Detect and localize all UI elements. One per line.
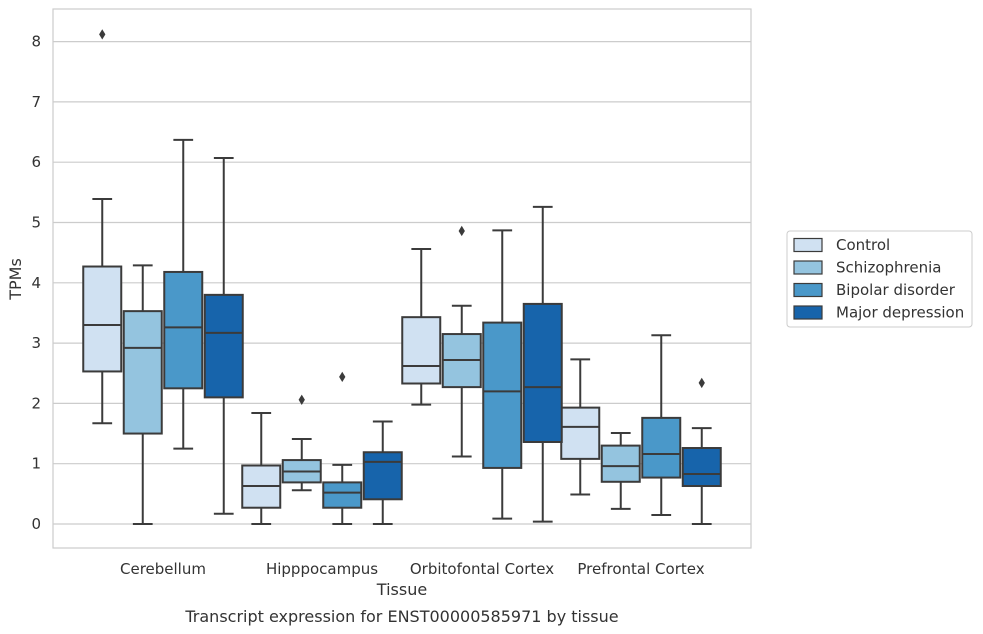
box-iqr [560,406,601,460]
y-axis-ticks: 0 1 2 3 4 5 6 7 8 [31,33,41,533]
y-tick-label: 7 [31,93,41,111]
box-iqr [163,270,204,390]
outlier-point [698,377,705,389]
box-control [401,248,442,406]
box-iqr [82,265,123,373]
y-tick-label: 8 [31,33,41,51]
box-bipolar-disorder [322,371,363,525]
legend-frame [786,230,973,328]
box-iqr [362,451,403,501]
legend-label: Bipolar disorder [836,281,956,299]
legend-label: Control [836,236,890,254]
legend-label: Major depression [836,304,964,322]
box-schizophrenia [122,264,163,525]
y-tick-label: 0 [31,515,41,533]
box-major-depression [203,156,244,515]
box-schizophrenia [600,431,641,510]
box-iqr [681,447,722,488]
box-bipolar-disorder [641,334,682,516]
box-iqr [522,302,563,443]
legend-item: Schizophrenia [793,259,941,277]
box-bipolar-disorder [482,229,523,520]
legend-swatch [793,237,823,253]
legend-item: Major depression [793,304,964,322]
box-iqr [482,321,523,469]
box-iqr [122,310,163,435]
x-tick-label: Prefrontal Cortex [577,560,704,578]
box-iqr [600,444,641,483]
legend-item: Bipolar disorder [793,281,956,299]
outlier-point [458,225,465,237]
x-axis-ticks: Cerebellum Hipppocampus Orbitofontal Corte… [120,560,705,578]
box-bipolar-disorder [163,138,204,450]
legend-label: Schizophrenia [836,259,941,277]
legend-swatch [793,305,823,320]
legend-swatch [793,282,823,298]
x-tick-label: Cerebellum [120,560,206,578]
outlier-point [99,29,106,40]
y-tick-label: 5 [31,214,41,232]
box-major-depression [362,420,403,525]
box-iqr [401,316,442,385]
box-iqr [641,416,682,479]
box-control [560,358,601,496]
box-schizophrenia [441,225,482,458]
legend: Control Schizophrenia Bipolar disorder Majo… [786,230,973,328]
box-iqr [322,481,363,509]
y-tick-label: 1 [31,455,41,473]
plot-area-frame [52,8,752,549]
box-control [82,29,123,425]
x-tick-label: Hipppocampus [266,560,378,578]
box-major-depression [681,377,722,525]
legend-swatch [793,260,823,275]
legend-item: Control [793,236,890,254]
y-tick-label: 2 [31,394,41,412]
y-tick-label: 3 [31,334,41,352]
y-tick-label: 6 [31,153,41,171]
box-schizophrenia [281,394,322,492]
box-control [241,412,282,525]
outlier-point [339,371,346,383]
box-major-depression [522,205,563,523]
chart-caption: Transcript expression for ENST0000058597… [184,607,618,626]
x-tick-label: Orbitofontal Cortex [410,560,554,578]
y-tick-label: 4 [31,274,41,292]
outlier-point [298,394,305,405]
box-iqr [203,293,244,399]
x-axis-title: Tissue [376,580,427,599]
y-axis-title: TPMs [6,258,25,301]
boxes [82,29,722,525]
